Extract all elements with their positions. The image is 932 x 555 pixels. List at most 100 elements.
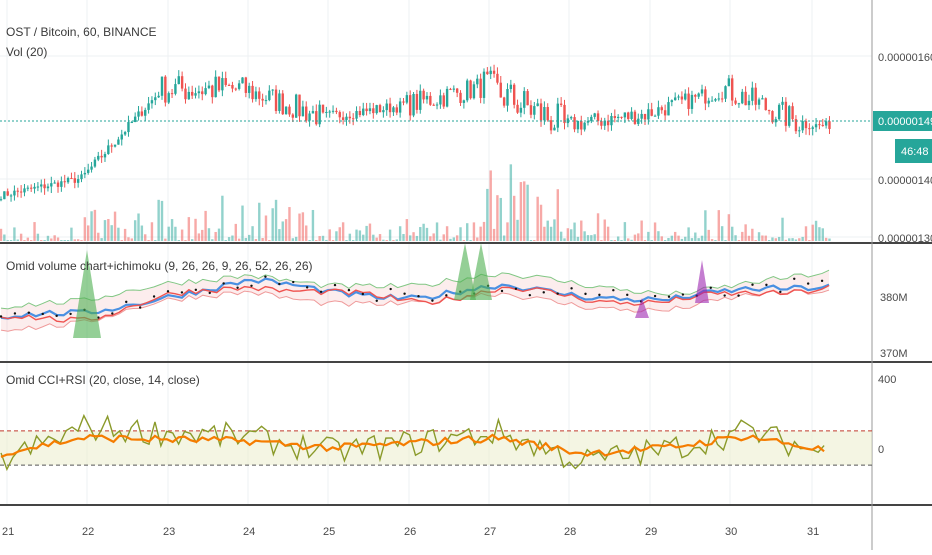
volume-bar bbox=[412, 232, 415, 241]
volume-bar bbox=[53, 235, 56, 241]
candle-body bbox=[90, 166, 93, 170]
volume-bar bbox=[325, 239, 328, 241]
candle-body bbox=[227, 84, 231, 86]
candle-body bbox=[523, 91, 526, 108]
candle-body bbox=[794, 119, 798, 132]
candle-body bbox=[489, 70, 492, 75]
volume-bar bbox=[479, 226, 482, 241]
volume-bar bbox=[459, 227, 462, 241]
candle-body bbox=[378, 105, 382, 113]
candle-body bbox=[570, 117, 573, 119]
ichimoku-dot bbox=[737, 294, 740, 297]
volume-bar bbox=[328, 229, 331, 241]
candle-body bbox=[637, 118, 640, 124]
volume-bar bbox=[724, 240, 727, 241]
volume-bar bbox=[499, 197, 502, 241]
volume-bar bbox=[66, 240, 70, 241]
volume-bar bbox=[717, 210, 720, 241]
volume-bar bbox=[640, 220, 643, 241]
countdown-value: 46:48 bbox=[901, 146, 929, 158]
volume-bar bbox=[372, 234, 375, 241]
candle-body bbox=[801, 121, 804, 131]
volume-bar bbox=[29, 240, 33, 241]
candle-body bbox=[187, 91, 191, 100]
volume-bar bbox=[623, 222, 627, 241]
volume-bar bbox=[784, 239, 788, 241]
candle-body bbox=[362, 108, 365, 116]
candle-body bbox=[818, 124, 821, 126]
candle-body bbox=[117, 139, 120, 145]
volume-bar bbox=[442, 234, 445, 241]
candle-body bbox=[164, 76, 167, 103]
volume-bar bbox=[526, 184, 529, 241]
candle-body bbox=[123, 132, 127, 135]
ichimoku-tenkan bbox=[0, 284, 830, 323]
volume-bar bbox=[174, 226, 177, 241]
volume-bar bbox=[305, 225, 308, 241]
candle-body bbox=[284, 106, 288, 115]
volume-bar bbox=[26, 237, 30, 241]
volume-bar bbox=[3, 234, 6, 241]
volume-bar bbox=[570, 229, 573, 241]
candle-body bbox=[278, 93, 281, 111]
volume-bar bbox=[801, 236, 804, 241]
volume-bar bbox=[452, 237, 456, 241]
candle-body bbox=[180, 76, 184, 89]
candle-body bbox=[737, 103, 741, 105]
candle-body bbox=[50, 183, 53, 187]
volume-bar bbox=[466, 223, 469, 241]
candle-body bbox=[251, 85, 254, 100]
candle-body bbox=[9, 195, 13, 197]
volume-bar bbox=[439, 239, 442, 241]
candle-body bbox=[23, 188, 26, 193]
volume-bar bbox=[409, 235, 412, 241]
volume-bar bbox=[536, 196, 539, 241]
candle-body bbox=[761, 98, 764, 100]
candle-body bbox=[707, 100, 710, 104]
ichimoku-dot bbox=[598, 293, 601, 297]
volume-bar bbox=[244, 237, 248, 241]
candle-body bbox=[97, 155, 100, 160]
cci-tick-0: 0 bbox=[878, 444, 884, 456]
candle-body bbox=[757, 99, 761, 105]
volume-bar bbox=[657, 231, 660, 241]
volume-bar bbox=[519, 182, 523, 241]
candle-body bbox=[133, 116, 137, 123]
volume-bar bbox=[811, 224, 814, 241]
time-label-27: 27 bbox=[484, 526, 496, 538]
volume-bar bbox=[258, 202, 261, 241]
candle-body bbox=[66, 177, 70, 183]
candle-body bbox=[26, 187, 30, 189]
time-label-30: 30 bbox=[725, 526, 737, 538]
volume-bar bbox=[798, 238, 801, 241]
ichimoku-dot bbox=[13, 312, 17, 315]
volume-bar bbox=[154, 240, 157, 241]
volume-bar bbox=[392, 240, 395, 241]
candle-body bbox=[563, 104, 566, 124]
ichimoku-dot bbox=[779, 290, 782, 294]
volume-bar bbox=[130, 238, 134, 241]
candle-body bbox=[93, 159, 97, 167]
volume-bar bbox=[610, 240, 613, 241]
candle-body bbox=[368, 108, 372, 112]
volume-bar bbox=[0, 228, 3, 241]
candle-body bbox=[224, 78, 227, 85]
ichimoku-dot bbox=[0, 315, 3, 318]
volume-bar bbox=[690, 238, 694, 241]
ichimoku-dot bbox=[653, 294, 657, 298]
candle-body bbox=[197, 91, 201, 94]
candle-body bbox=[221, 78, 224, 91]
candle-body bbox=[264, 100, 268, 102]
candle-body bbox=[341, 117, 345, 120]
candle-body bbox=[33, 186, 36, 189]
volume-bar bbox=[184, 240, 187, 241]
volume-bar bbox=[211, 239, 214, 241]
volume-bar bbox=[697, 238, 700, 241]
volume-bar bbox=[288, 207, 291, 241]
candle-body bbox=[623, 112, 627, 118]
volume-bar bbox=[227, 237, 231, 241]
ichimoku-dot bbox=[111, 312, 114, 315]
volume-bar bbox=[358, 230, 362, 241]
volume-bar bbox=[214, 231, 217, 241]
candle-body bbox=[690, 94, 694, 109]
